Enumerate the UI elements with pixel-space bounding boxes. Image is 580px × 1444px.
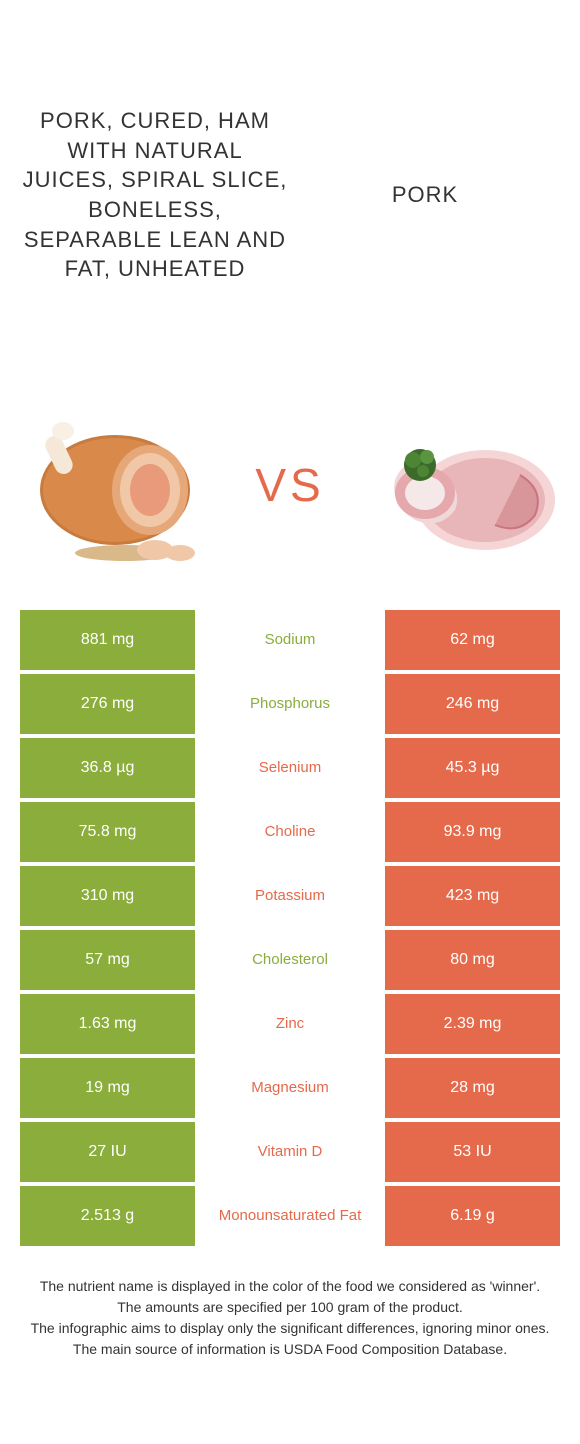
header-titles: PORK, CURED, HAM WITH NATURAL JUICES, SP… [0,0,580,380]
ham-icon [15,405,235,565]
vs-label: VS [240,458,340,512]
footer-notes: The nutrient name is displayed in the co… [0,1276,580,1360]
value-right: 62 mg [385,610,560,670]
nutrient-row: 881 mgSodium62 mg [20,610,560,670]
value-left: 276 mg [20,674,195,734]
nutrient-name: Cholesterol [195,930,385,990]
value-left: 2.513 g [20,1186,195,1246]
value-right: 423 mg [385,866,560,926]
value-left: 881 mg [20,610,195,670]
pork-icon [345,405,565,565]
value-left: 310 mg [20,866,195,926]
nutrient-name: Potassium [195,866,385,926]
nutrient-name: Choline [195,802,385,862]
nutrient-table: 881 mgSodium62 mg276 mgPhosphorus246 mg3… [20,610,560,1246]
value-left: 36.8 µg [20,738,195,798]
value-right: 28 mg [385,1058,560,1118]
nutrient-row: 2.513 gMonounsaturated Fat6.19 g [20,1186,560,1246]
ham-image [10,395,240,575]
nutrient-name: Phosphorus [195,674,385,734]
value-left: 1.63 mg [20,994,195,1054]
footer-line: The nutrient name is displayed in the co… [20,1276,560,1297]
value-left: 19 mg [20,1058,195,1118]
footer-line: The main source of information is USDA F… [20,1339,560,1360]
value-right: 93.9 mg [385,802,560,862]
nutrient-row: 19 mgMagnesium28 mg [20,1058,560,1118]
value-left: 27 IU [20,1122,195,1182]
vs-row: VS [0,380,580,590]
value-right: 246 mg [385,674,560,734]
value-right: 53 IU [385,1122,560,1182]
value-right: 2.39 mg [385,994,560,1054]
nutrient-row: 57 mgCholesterol80 mg [20,930,560,990]
value-left: 57 mg [20,930,195,990]
nutrient-row: 27 IUVitamin D53 IU [20,1122,560,1182]
value-right: 45.3 µg [385,738,560,798]
nutrient-name: Selenium [195,738,385,798]
nutrient-name: Magnesium [195,1058,385,1118]
title-right: PORK [290,180,560,210]
value-left: 75.8 mg [20,802,195,862]
nutrient-name: Zinc [195,994,385,1054]
value-right: 80 mg [385,930,560,990]
footer-line: The amounts are specified per 100 gram o… [20,1297,560,1318]
nutrient-row: 310 mgPotassium423 mg [20,866,560,926]
nutrient-row: 75.8 mgCholine93.9 mg [20,802,560,862]
nutrient-name: Monounsaturated Fat [195,1186,385,1246]
nutrient-name: Sodium [195,610,385,670]
value-right: 6.19 g [385,1186,560,1246]
nutrient-row: 276 mgPhosphorus246 mg [20,674,560,734]
nutrient-name: Vitamin D [195,1122,385,1182]
pork-image [340,395,570,575]
title-left: PORK, CURED, HAM WITH NATURAL JUICES, SP… [20,106,290,284]
footer-line: The infographic aims to display only the… [20,1318,560,1339]
nutrient-row: 36.8 µgSelenium45.3 µg [20,738,560,798]
nutrient-row: 1.63 mgZinc2.39 mg [20,994,560,1054]
